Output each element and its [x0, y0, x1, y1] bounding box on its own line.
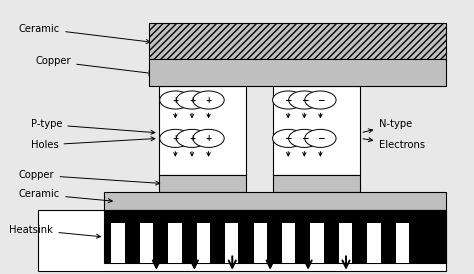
Bar	[111, 223, 125, 263]
Circle shape	[289, 129, 320, 147]
Bar	[197, 223, 210, 263]
Circle shape	[193, 129, 224, 147]
Text: N-type: N-type	[363, 119, 412, 133]
Text: Heatsink: Heatsink	[9, 225, 100, 238]
Text: P-type: P-type	[31, 119, 155, 134]
Text: −: −	[317, 96, 324, 104]
Text: Ceramic: Ceramic	[19, 24, 150, 44]
Text: −: −	[301, 134, 308, 143]
Circle shape	[193, 91, 224, 109]
Text: Ceramic: Ceramic	[19, 189, 112, 203]
Circle shape	[160, 129, 191, 147]
Text: Electrons: Electrons	[363, 138, 425, 150]
Bar	[310, 223, 324, 263]
Circle shape	[273, 129, 304, 147]
Bar	[159, 175, 246, 192]
Bar	[168, 223, 182, 263]
Bar	[273, 175, 360, 192]
Bar	[38, 210, 446, 271]
Text: +: +	[189, 96, 195, 104]
Bar	[339, 223, 352, 263]
Circle shape	[273, 91, 304, 109]
Circle shape	[160, 91, 191, 109]
Circle shape	[289, 91, 320, 109]
Bar	[149, 23, 446, 59]
Text: −: −	[284, 96, 292, 104]
Bar	[104, 210, 446, 263]
Text: +: +	[205, 134, 212, 143]
Text: +: +	[172, 134, 179, 143]
Text: −: −	[317, 134, 324, 143]
Text: Holes: Holes	[31, 137, 155, 150]
Circle shape	[176, 91, 208, 109]
Bar	[273, 86, 360, 175]
Circle shape	[305, 91, 336, 109]
Text: +: +	[172, 96, 179, 104]
Text: Copper: Copper	[19, 170, 160, 185]
Bar	[254, 223, 267, 263]
Text: +: +	[205, 96, 212, 104]
Bar	[104, 192, 446, 210]
Circle shape	[305, 129, 336, 147]
Text: −: −	[301, 96, 308, 104]
Circle shape	[176, 129, 208, 147]
Bar	[140, 223, 153, 263]
Bar	[225, 223, 238, 263]
Text: Copper: Copper	[36, 56, 153, 75]
Bar	[149, 59, 446, 86]
Text: +: +	[189, 134, 195, 143]
Bar	[282, 223, 295, 263]
Bar	[159, 86, 246, 175]
Bar	[367, 223, 381, 263]
Text: −: −	[284, 134, 292, 143]
Bar	[396, 223, 409, 263]
